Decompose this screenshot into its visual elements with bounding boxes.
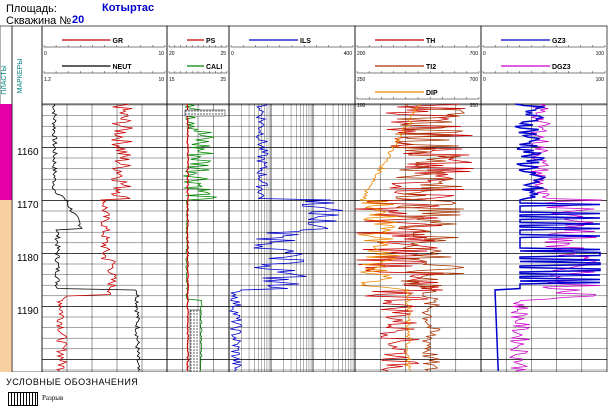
- area-label: Площадь:: [6, 3, 57, 15]
- scale-max-ils: 400: [344, 51, 353, 57]
- depth-column-label: МАРКЕРЫ: [17, 59, 24, 94]
- curve-name-gr: GR: [113, 38, 124, 45]
- strat-layer-upper: [0, 104, 12, 200]
- depth-tick-1190: 1190: [17, 306, 39, 317]
- ps-curve: [186, 103, 190, 372]
- cali-curve: [182, 103, 217, 371]
- scale-max-dgz3: 100: [596, 77, 605, 83]
- curve-name-neut: NEUT: [113, 64, 133, 71]
- curve-name-th: TH: [426, 38, 435, 45]
- scale-max-neut: 10: [158, 77, 164, 83]
- curve-name-ps: PS: [206, 38, 216, 45]
- scale-min-ti2: 250: [357, 77, 366, 83]
- gr-curve: [55, 103, 133, 372]
- scale-min-th: 200: [357, 51, 366, 57]
- well-log-plot: ПЛАСТЫ МАРКЕРЫ 1160 1170 1180 1190 GR 0 10…: [0, 25, 608, 372]
- curve-name-dip: DIP: [426, 90, 438, 97]
- curve-name-ils: ILS: [300, 38, 311, 45]
- scale-min-cali: 15: [169, 77, 175, 83]
- scale-min-dgz3: 0: [483, 77, 486, 83]
- scale-max-th: 700: [470, 51, 479, 57]
- scale-max-ti2: 700: [470, 77, 479, 83]
- neut-curve: [51, 103, 141, 372]
- curve-name-cali: CALI: [206, 64, 222, 71]
- scale-max-gr: 10: [158, 51, 164, 57]
- well-value: 20: [72, 14, 85, 26]
- legend-break-label: Разрыв: [42, 394, 64, 402]
- scale-min-ils: 0: [231, 51, 234, 57]
- scale-min-gr: 0: [44, 51, 47, 57]
- ti2-curve: [395, 103, 466, 372]
- strat-column-label: ПЛАСТЫ: [1, 65, 8, 94]
- th-curve: [355, 103, 474, 372]
- depth-tick-1160: 1160: [17, 147, 39, 158]
- depth-tick-1170: 1170: [17, 200, 39, 211]
- scale-max-dip: 350: [470, 103, 479, 109]
- dgz3-curve: [508, 103, 602, 372]
- break-marker: [189, 309, 201, 372]
- scale-max-cali: 25: [220, 77, 226, 83]
- curve-name-ti2: TI2: [426, 64, 436, 71]
- gz3-curve: [494, 103, 601, 371]
- dip-curve: [357, 103, 421, 372]
- scale-max-ps: 25: [220, 51, 226, 57]
- well-label: Скважина №: [6, 15, 72, 27]
- legend-title: УСЛОВНЫЕ ОБОЗНАЧЕНИЯ: [6, 377, 139, 387]
- curve-name-dgz3: DGZ3: [552, 64, 571, 71]
- depth-tick-1180: 1180: [17, 253, 39, 264]
- area-value: Котыртас: [102, 2, 155, 14]
- scale-max-gz3: 100: [596, 51, 605, 57]
- break-marker: [184, 109, 226, 117]
- scale-min-neut: 1.2: [44, 77, 51, 83]
- curve-name-gz3: GZ3: [552, 38, 566, 45]
- scale-min-gz3: 0: [483, 51, 486, 57]
- strat-layer-lower: [0, 200, 12, 372]
- scale-min-ps: 20: [169, 51, 175, 57]
- scale-min-dip: 100: [357, 103, 366, 109]
- ils-curve: [229, 103, 343, 372]
- legend-break-swatch: [8, 392, 38, 406]
